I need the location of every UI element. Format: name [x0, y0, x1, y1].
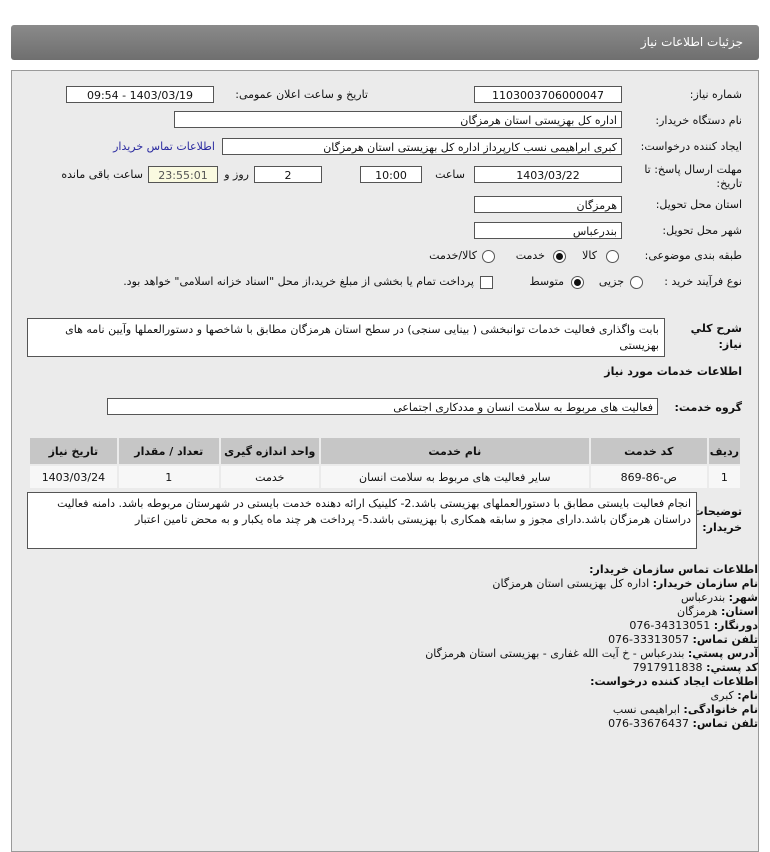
creator-field[interactable]: کبری ابراهیمی نسب کارپرداز اداره کل بهزی…	[222, 138, 622, 155]
deadline-time-field[interactable]: 10:00	[360, 166, 422, 183]
announce-date-label: تاریخ و ساعت اعلان عمومی:	[235, 88, 368, 101]
city-field[interactable]: بندرعباس	[474, 222, 622, 239]
province-field[interactable]: هرمزگان	[474, 196, 622, 213]
creator-heading: اطلاعات ایجاد کننده درخواست:	[590, 675, 758, 688]
buyer-org-label: نام دستگاه خریدار:	[655, 114, 742, 127]
page-header: جزئیات اطلاعات نیاز	[11, 25, 759, 60]
deadline-label: مهلت ارسال پاسخ: تا	[644, 163, 742, 176]
need-number-field[interactable]: 1103003706000047	[474, 86, 622, 103]
name-label: نام:	[737, 689, 758, 702]
need-number-label: شماره نیاز:	[689, 88, 742, 101]
deadline-date-field[interactable]: 1403/03/22	[474, 166, 622, 183]
col-unit: واحد اندازه گیری	[220, 438, 319, 464]
fax-value: 076-34313051	[629, 619, 711, 632]
remaining-time-field: 23:55:01	[148, 166, 218, 183]
page-title: جزئیات اطلاعات نیاز	[640, 35, 743, 49]
summary-label-2: نیاز:	[718, 338, 742, 351]
summary-label: شرح کلي	[690, 322, 742, 335]
province-label: استان محل تحویل:	[655, 198, 742, 211]
process-radio-medium[interactable]	[571, 276, 584, 289]
contact-heading: اطلاعات تماس سازمان خریدار:	[589, 563, 758, 576]
deadline-label-2: تاریخ:	[716, 177, 742, 190]
phone-label: تلفن تماس:	[692, 633, 758, 646]
days-label: روز و	[224, 168, 249, 181]
treasury-text: پرداخت تمام یا بخشی از مبلغ خرید،از محل …	[123, 275, 474, 288]
col-quantity: تعداد / مقدار	[118, 438, 219, 464]
buyer-org-field[interactable]: اداره کل بهزیستی استان هرمزگان	[174, 111, 622, 128]
buyer-contact-link[interactable]: اطلاعات تماس خریدار	[113, 140, 215, 153]
service-group-label: گروه خدمت:	[674, 401, 742, 414]
col-row: ردیف	[708, 438, 740, 464]
time-label: ساعت	[435, 168, 465, 181]
notes-label-2: خریدار:	[702, 521, 742, 534]
process-option-minor: جزیی	[598, 275, 624, 288]
org-value: اداره کل بهزیستی استان هرمزگان	[492, 577, 650, 590]
category-radio-service[interactable]	[553, 250, 566, 263]
category-radio-goods-service[interactable]	[482, 250, 495, 263]
process-option-medium: متوسط	[529, 275, 564, 288]
remaining-label: ساعت باقی مانده	[61, 168, 143, 181]
service-group-field[interactable]: فعالیت های مربوط به سلامت انسان و مددکار…	[107, 398, 658, 415]
cell-name: سایر فعالیت های مربوط به سلامت انسان	[320, 466, 589, 488]
process-label: نوع فرآیند خرید :	[664, 275, 742, 288]
phone-value: 076-33313057	[608, 633, 690, 646]
services-heading: اطلاعات خدمات مورد نیاز	[604, 365, 742, 378]
city-label: شهر محل تحویل:	[662, 224, 742, 237]
postal-label: کد پستي:	[706, 661, 758, 674]
col-name: نام خدمت	[320, 438, 589, 464]
process-radio-minor[interactable]	[630, 276, 643, 289]
creator-label: ایجاد کننده درخواست:	[640, 140, 742, 153]
family-value: ابراهیمی نسب	[612, 703, 680, 716]
city-label: شهر:	[728, 591, 758, 604]
category-option-goods: کالا	[582, 249, 597, 262]
col-code: کد خدمت	[590, 438, 707, 464]
cell-quantity: 1	[118, 466, 219, 488]
days-field[interactable]: 2	[254, 166, 322, 183]
name-value: کبری	[710, 689, 734, 702]
table-row: 1 ص-86-869 سایر فعالیت های مربوط به سلام…	[30, 466, 740, 488]
postal-value: 7917911838	[632, 661, 703, 674]
services-table: ردیف کد خدمت نام خدمت واحد اندازه گیری ت…	[28, 436, 742, 490]
category-radio-goods[interactable]	[606, 250, 619, 263]
category-option-service: خدمت	[515, 249, 545, 262]
summary-text: بابت واگذاری فعالیت خدمات توانبخشی ( بین…	[27, 318, 665, 357]
city-value: بندرعباس	[681, 591, 726, 604]
treasury-checkbox[interactable]	[480, 276, 493, 289]
cell-date: 1403/03/24	[30, 466, 117, 488]
category-option-goods-service: کالا/خدمت	[429, 249, 477, 262]
fax-label: دورنگار:	[713, 619, 758, 632]
province-label: استان:	[721, 605, 758, 618]
notes-text: انجام فعالیت بایستی مطابق با دستورالعمله…	[27, 492, 697, 549]
cell-code: ص-86-869	[590, 466, 707, 488]
col-date: تاریخ نیاز	[30, 438, 117, 464]
org-label: نام سازمان خریدار:	[652, 577, 758, 590]
address-label: آدرس پستي:	[687, 647, 758, 660]
announce-date-field[interactable]: 1403/03/19 - 09:54	[66, 86, 214, 103]
family-label: نام خانوادگی:	[683, 703, 758, 716]
creator-phone-value: 076-33676437	[608, 717, 690, 730]
address-value: بندرعباس - خ آیت الله غفاری - بهزیستی اس…	[425, 647, 685, 660]
table-header: ردیف کد خدمت نام خدمت واحد اندازه گیری ت…	[30, 438, 740, 464]
province-value: هرمزگان	[677, 605, 718, 618]
creator-phone-label: تلفن تماس:	[692, 717, 758, 730]
category-label: طبقه بندی موضوعی:	[644, 249, 742, 262]
notes-label: توضیحات	[692, 505, 742, 518]
cell-unit: خدمت	[220, 466, 319, 488]
contact-info: اطلاعات تماس سازمان خریدار: نام سازمان خ…	[425, 563, 758, 731]
cell-row: 1	[708, 466, 740, 488]
